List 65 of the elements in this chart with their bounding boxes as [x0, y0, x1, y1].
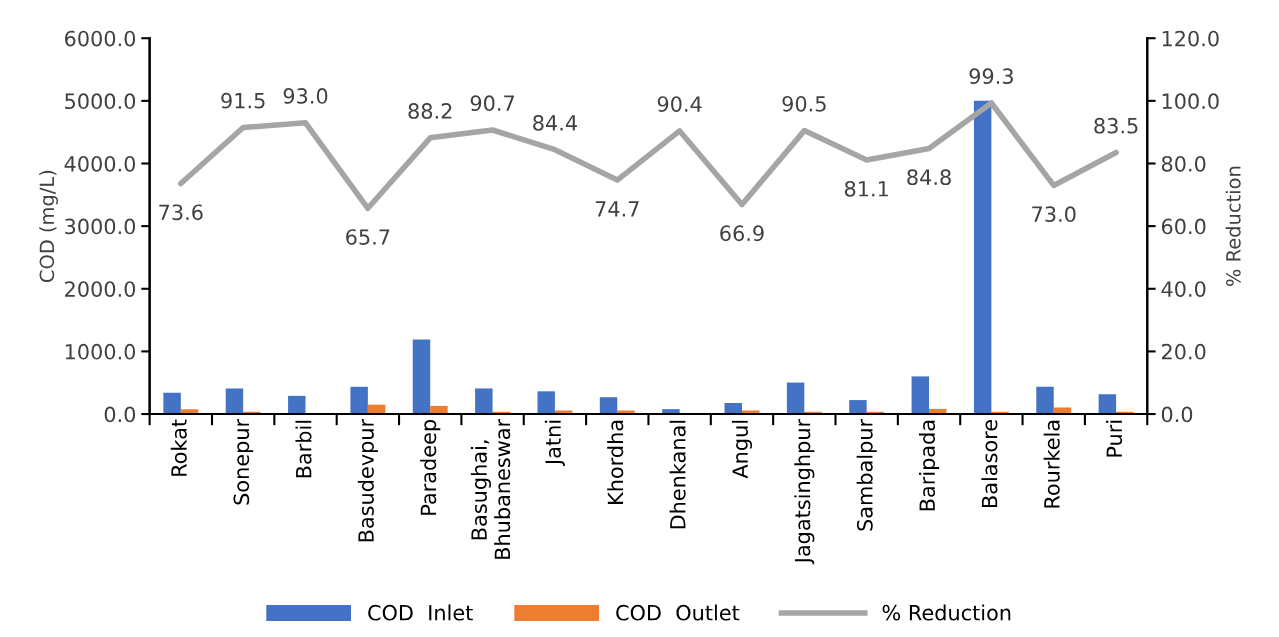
- bar: [1098, 394, 1117, 415]
- bar: [288, 395, 306, 415]
- x-tick-label: Rokat: [170, 419, 187, 476]
- x-tick-label: Balasore: [981, 420, 998, 507]
- x-tick-label: Paradeep: [420, 420, 441, 515]
- x-tick-label: Basughai, Bhubaneswar: [470, 418, 511, 559]
- data-label: 93.0: [283, 88, 328, 104]
- y-tick-label: 1000.0: [65, 343, 136, 360]
- x-tick-label: Sonepur: [233, 418, 254, 505]
- bar: [163, 392, 181, 415]
- bar: [849, 400, 867, 415]
- data-label: 91.5: [221, 92, 265, 109]
- bar: [786, 382, 805, 415]
- data-label: 73.0: [1032, 206, 1076, 223]
- legend-label: COD Outlet: [616, 604, 740, 621]
- bar: [412, 339, 431, 415]
- data-label: 84.4: [533, 115, 577, 131]
- data-label: 83.5: [1094, 117, 1138, 134]
- data-label: 74.7: [595, 201, 639, 217]
- bar: [911, 376, 930, 415]
- x-tick-label: Puri: [1106, 420, 1123, 457]
- y-tick-label: 0.0: [104, 406, 136, 423]
- y2-tick-label: 120.0: [1162, 30, 1219, 47]
- x-tick-label: Barbil: [295, 420, 312, 478]
- y2-tick-label: 20.0: [1161, 343, 1206, 360]
- y-tick-label: 3000.0: [65, 218, 136, 235]
- data-label: 73.6: [159, 204, 203, 221]
- y-tick-label: 6000.0: [65, 30, 136, 47]
- x-tick-label: Dhenkanal: [669, 420, 686, 529]
- data-label: 65.7: [346, 229, 390, 245]
- data-label: 90.4: [657, 96, 702, 112]
- bar: [350, 386, 368, 415]
- bar: [1036, 386, 1054, 415]
- y2-tick-label: 100.0: [1162, 93, 1219, 110]
- y2-tick-label: 60.0: [1161, 218, 1206, 235]
- y2-tick-label: 0.0: [1161, 406, 1193, 423]
- bar: [475, 388, 493, 415]
- y2-tick-label: 40.0: [1161, 281, 1206, 297]
- data-label: 81.1: [844, 180, 888, 197]
- bar: [599, 397, 618, 415]
- y2-tick-label: 80.0: [1161, 155, 1206, 172]
- data-label: 88.2: [408, 103, 452, 119]
- bar: [537, 391, 555, 415]
- x-tick-label: Angul: [731, 420, 753, 479]
- x-tick-label: Jagatsinghpur: [794, 418, 815, 565]
- data-label: 84.8: [907, 169, 951, 186]
- legend-label: COD Inlet: [368, 604, 473, 621]
- y-tick-label: 4000.0: [64, 155, 136, 172]
- data-label: 90.7: [470, 95, 514, 112]
- y2-axis-title: % Reduction: [1225, 166, 1241, 286]
- y-tick-label: 2000.0: [65, 281, 136, 297]
- data-label: 99.3: [969, 68, 1013, 85]
- x-tick-label: Jatni: [544, 420, 565, 467]
- bar: [225, 388, 244, 415]
- y-tick-label: 5000.0: [65, 93, 136, 110]
- legend-label: % Reduction: [882, 604, 1011, 621]
- data-label: 90.5: [782, 95, 826, 112]
- x-tick-label: Sambalpur: [856, 418, 877, 531]
- x-tick-label: Basudevpur: [357, 418, 378, 542]
- x-tick-label: Khordha: [607, 420, 624, 504]
- y-axis-title: COD (mg/L): [39, 170, 58, 282]
- bar: [973, 100, 992, 415]
- data-label: 66.9: [720, 225, 764, 242]
- x-tick-label: Rourkela: [1043, 420, 1060, 508]
- x-tick-label: Baripada: [918, 420, 940, 511]
